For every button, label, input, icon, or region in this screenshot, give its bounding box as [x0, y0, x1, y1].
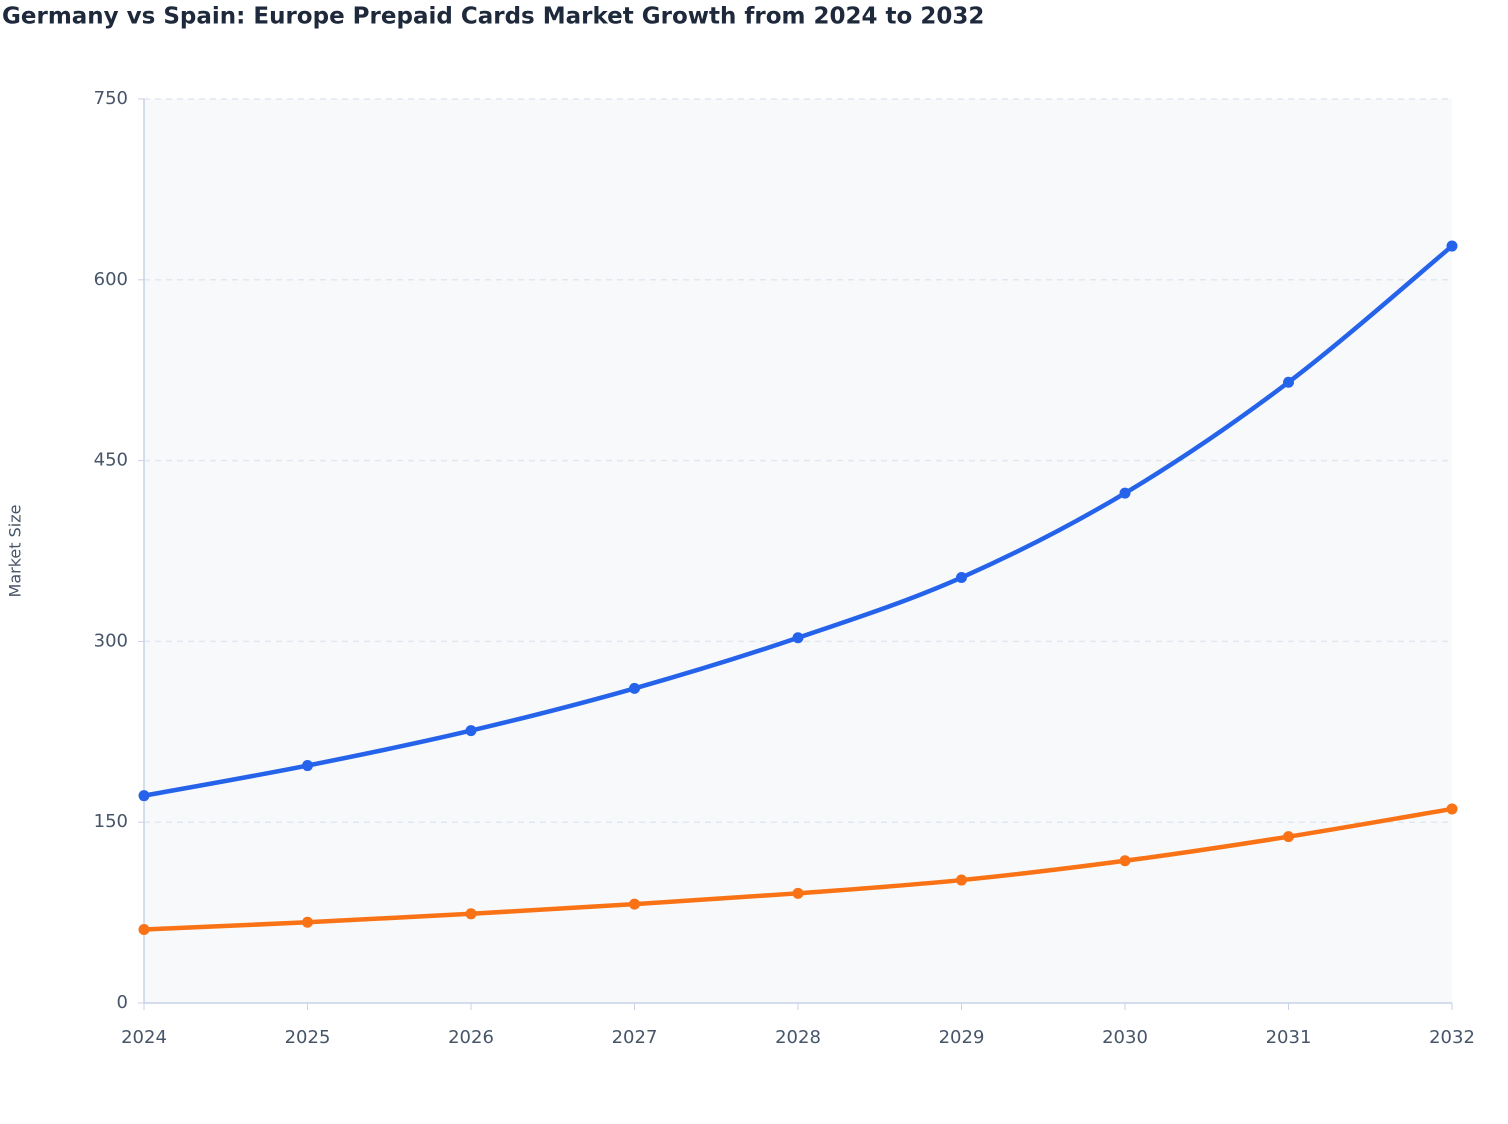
data-point	[1119, 487, 1131, 499]
x-tick-label: 2030	[1102, 1027, 1148, 1048]
data-point	[1283, 831, 1294, 843]
x-tick-label: 2026	[448, 1027, 494, 1048]
chart-title: Germany vs Spain: Europe Prepaid Cards M…	[2, 4, 984, 30]
y-tick-label: 600	[94, 269, 128, 290]
y-tick-label: 0	[117, 992, 128, 1013]
x-tick-label: 2031	[1266, 1027, 1312, 1048]
data-point	[1119, 855, 1131, 867]
data-point	[138, 790, 150, 802]
data-point	[302, 760, 313, 772]
x-tick-label: 2024	[121, 1027, 167, 1048]
data-point	[956, 572, 967, 584]
y-tick-label: 450	[94, 450, 128, 471]
data-point	[1283, 376, 1294, 388]
y-axis-label: Market Size	[6, 505, 25, 598]
series-line	[143, 244, 1454, 798]
x-tick-label: 2027	[612, 1027, 658, 1048]
data-point	[629, 682, 640, 694]
y-tick-label: 300	[94, 630, 128, 651]
data-point	[465, 908, 477, 920]
data-point	[956, 874, 967, 886]
plot-background	[144, 99, 1452, 1003]
data-point	[792, 887, 804, 899]
x-tick-label: 2025	[285, 1027, 331, 1048]
data-point	[302, 916, 313, 928]
x-tick-label: 2029	[939, 1027, 985, 1048]
x-tick-label: 2028	[775, 1027, 821, 1048]
data-point	[792, 632, 804, 644]
data-point	[1446, 803, 1458, 815]
y-tick-label: 750	[94, 88, 128, 109]
y-tick-label: 150	[94, 811, 128, 832]
data-point	[629, 898, 640, 910]
data-point	[138, 923, 150, 935]
data-point	[465, 725, 477, 737]
data-point	[1446, 240, 1458, 252]
x-tick-label: 2032	[1429, 1027, 1475, 1048]
